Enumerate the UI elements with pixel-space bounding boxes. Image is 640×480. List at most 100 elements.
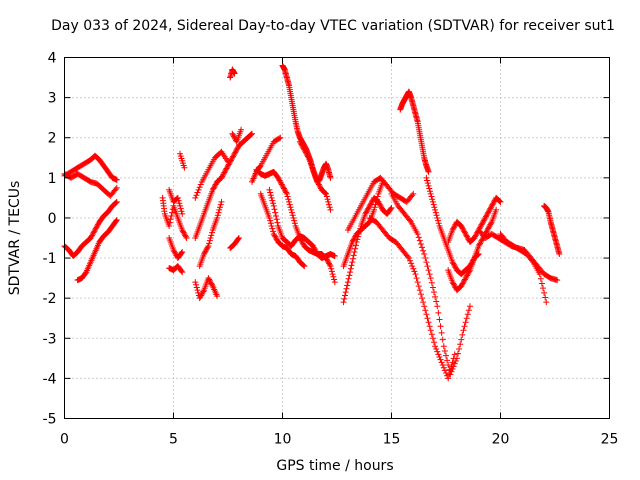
data-point	[428, 279, 435, 286]
data-point	[365, 219, 372, 226]
data-point	[214, 212, 221, 219]
data-point	[325, 198, 332, 205]
data-point	[299, 240, 306, 247]
data-point	[436, 353, 443, 360]
data-point	[214, 214, 221, 221]
data-point	[481, 216, 488, 223]
data-point	[451, 283, 458, 290]
data-point	[453, 355, 460, 362]
data-point	[365, 205, 372, 212]
data-point	[540, 285, 547, 292]
data-point	[269, 197, 276, 204]
data-point	[329, 271, 336, 278]
data-point	[497, 198, 504, 205]
data-point	[303, 150, 310, 157]
data-point	[112, 200, 119, 207]
data-point	[458, 283, 465, 290]
data-point	[556, 251, 563, 258]
data-point	[113, 176, 120, 183]
data-point	[449, 259, 456, 266]
data-point	[466, 303, 473, 310]
data-point	[207, 279, 214, 286]
data-point	[238, 126, 245, 133]
data-point	[327, 174, 334, 181]
data-point	[219, 173, 226, 180]
data-point	[487, 205, 494, 212]
data-point	[275, 176, 282, 183]
data-point	[458, 222, 465, 229]
data-point	[441, 347, 448, 354]
chart-title: Day 033 of 2024, Sidereal Day-to-day VTE…	[51, 18, 615, 34]
series-s14	[227, 66, 238, 81]
data-point	[490, 198, 497, 205]
data-point	[282, 188, 289, 195]
data-point	[315, 180, 322, 187]
data-point	[423, 311, 430, 318]
data-point	[432, 343, 439, 350]
data-point	[88, 233, 95, 240]
data-point	[323, 193, 330, 200]
data-point	[378, 204, 385, 211]
data-point	[113, 198, 120, 205]
data-point	[461, 228, 468, 235]
data-point	[284, 193, 291, 200]
data-point	[276, 135, 283, 142]
series-s11	[192, 130, 255, 241]
data-point	[420, 299, 427, 306]
data-point	[202, 248, 209, 255]
data-point	[410, 190, 417, 197]
data-point	[460, 327, 467, 334]
data-point	[204, 244, 211, 251]
data-point	[194, 189, 201, 196]
y-tick-label: -5	[43, 412, 57, 428]
data-point	[365, 204, 372, 211]
data-point	[343, 285, 350, 292]
data-point	[461, 277, 468, 284]
data-point	[371, 204, 378, 211]
data-point	[228, 156, 235, 163]
data-point	[352, 242, 359, 249]
data-point	[478, 237, 485, 244]
data-point	[449, 279, 456, 286]
data-point	[452, 264, 459, 271]
data-point	[278, 181, 285, 188]
data-point	[460, 279, 467, 286]
data-point	[347, 265, 354, 272]
data-point	[274, 219, 281, 226]
data-point	[220, 170, 227, 177]
data-point	[459, 280, 466, 287]
data-point	[426, 271, 433, 278]
data-point	[486, 222, 493, 229]
data-point	[373, 196, 380, 203]
data-point	[209, 229, 216, 236]
data-point	[450, 280, 457, 287]
data-point	[461, 276, 468, 283]
data-point	[229, 130, 236, 137]
data-point	[488, 204, 495, 211]
data-point	[454, 350, 461, 357]
y-tick-label: -3	[43, 331, 57, 347]
data-point	[224, 164, 231, 171]
data-point	[348, 262, 355, 269]
data-point	[427, 275, 434, 282]
data-point	[82, 270, 89, 277]
data-point	[460, 226, 467, 233]
data-point	[323, 190, 330, 197]
data-point	[464, 272, 471, 279]
data-point	[272, 209, 279, 216]
data-point	[448, 368, 455, 375]
data-point	[331, 279, 338, 286]
data-point	[288, 209, 295, 216]
data-point	[473, 230, 480, 237]
series-s16	[227, 235, 242, 252]
series-s18	[253, 166, 338, 286]
x-axis-label: GPS time / hours	[276, 458, 393, 474]
data-point	[276, 177, 283, 184]
y-tick-label: 2	[48, 131, 57, 147]
series-s25	[344, 174, 417, 233]
data-point	[317, 184, 324, 191]
data-point	[325, 259, 332, 266]
series-s7	[166, 235, 186, 262]
data-point	[296, 138, 303, 145]
